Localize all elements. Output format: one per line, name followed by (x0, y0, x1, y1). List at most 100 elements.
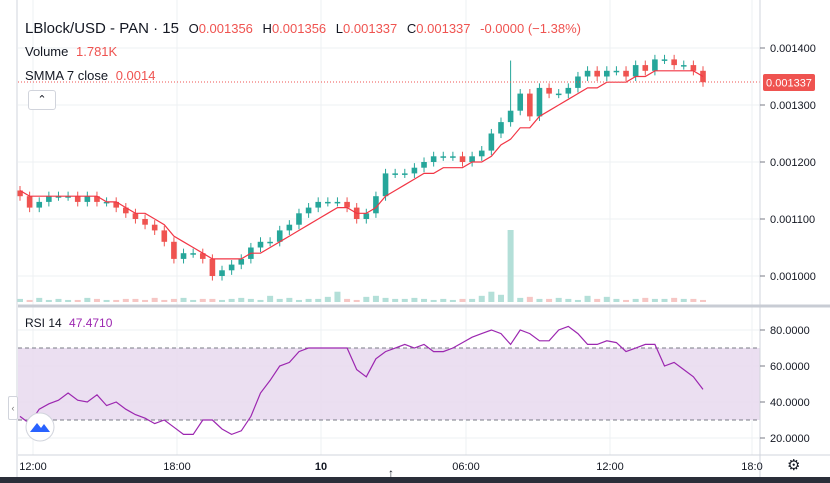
candle-body (363, 213, 370, 219)
volume-bar (257, 299, 264, 302)
candle-body (632, 65, 639, 77)
close-label: C (406, 21, 417, 36)
volume-bar (199, 298, 206, 302)
candle-body (536, 87, 543, 117)
time-tick-label: 12:00 (596, 461, 624, 473)
low-value: 0.001337 (343, 21, 398, 36)
candle-body (546, 87, 552, 94)
candle-body (575, 76, 581, 88)
volume-bar (574, 299, 581, 302)
candle-body (430, 156, 437, 162)
candle-layer (17, 54, 706, 281)
candle-body (488, 133, 495, 151)
candle-body (344, 201, 350, 208)
volume-bar (170, 298, 177, 302)
volume-bar (228, 298, 235, 302)
candle-body (132, 213, 139, 219)
symbol-title[interactable]: LBlock/USD - PAN · 15 (25, 20, 179, 37)
volume-bar (238, 297, 245, 302)
volume-bar (353, 299, 360, 302)
volume-label: Volume (25, 44, 69, 59)
candle-body (392, 173, 398, 175)
volume-bar (632, 298, 639, 302)
volume-bar (488, 291, 495, 302)
candle-body (228, 264, 235, 271)
candle-body (411, 167, 418, 174)
price-tick-label: 0.001000 (770, 271, 816, 283)
candle-body (623, 70, 629, 77)
candle-body (26, 196, 33, 208)
volume-bar (421, 298, 428, 302)
price-tick-label: 0.001300 (770, 100, 816, 112)
candle-body (161, 230, 168, 242)
tv-logo-icon[interactable] (25, 412, 55, 442)
settings-gear-icon[interactable]: ⚙ (787, 457, 801, 474)
candle-body (373, 196, 379, 214)
collapse-legend-button[interactable]: ⌃ (28, 90, 56, 110)
volume-bar (315, 298, 322, 302)
candle-body (680, 65, 687, 67)
volume-bar (372, 295, 379, 302)
volume-bar (276, 298, 283, 302)
time-tick-label: 12:00 (19, 461, 47, 473)
candle-body (171, 241, 177, 259)
candle-body (209, 258, 216, 276)
volume-bar (449, 299, 456, 302)
volume-bar (180, 297, 187, 302)
candle-body (276, 230, 283, 242)
volume-bar (555, 297, 562, 302)
candle-body (690, 65, 697, 71)
volume-bar (151, 297, 158, 302)
open-value: 0.001356 (198, 21, 253, 36)
candle-body (661, 59, 668, 61)
volume-bar (36, 297, 43, 302)
volume-bar (363, 296, 370, 302)
high-label: H (262, 21, 272, 36)
candle-body (55, 196, 62, 198)
time-tick-label: 10 (315, 461, 327, 473)
scroll-up-arrow-icon[interactable]: ↑ (388, 466, 394, 480)
volume-bar (74, 299, 81, 302)
volume-bar (603, 296, 610, 302)
time-axis: 12:00 18:00 10 06:00 12:00 18:0 (19, 461, 762, 473)
left-panel-handle[interactable]: ‹ (8, 396, 18, 420)
volume-bar (55, 298, 62, 302)
candle-body (267, 241, 273, 244)
candle-body (315, 201, 322, 208)
candle-body (325, 201, 331, 204)
change-value: -0.0000 (−1.38%) (480, 21, 581, 36)
volume-bar (286, 297, 293, 302)
candle-body (65, 196, 71, 198)
volume-bar (536, 298, 543, 302)
ohlc-legend: LBlock/USD - PAN · 15 O0.001356 H0.00135… (25, 20, 581, 37)
open-label: O (188, 21, 199, 36)
volume-bar (382, 297, 389, 302)
volume-bar (219, 299, 226, 302)
candle-body (642, 65, 649, 71)
volume-bar (497, 294, 504, 302)
volume-bar (584, 295, 591, 302)
volume-bar (642, 297, 649, 302)
candle-body (594, 70, 600, 77)
last-price-label: 0.001337 (766, 78, 812, 90)
candle-body (286, 224, 293, 231)
price-tick-label: 0.001100 (770, 214, 815, 226)
candle-body (238, 258, 245, 265)
rsi-legend[interactable]: RSI 14 47.4710 (25, 316, 112, 330)
candle-body (671, 59, 677, 66)
candle-body (94, 196, 100, 202)
candle-body (401, 173, 408, 175)
smma-legend[interactable]: SMMA 7 close 0.0014 (25, 68, 155, 83)
volume-legend[interactable]: Volume 1.781K (25, 44, 117, 59)
rsi-tick-label: 20.0000 (770, 433, 810, 445)
volume-bar (305, 298, 312, 302)
candle-body (527, 93, 533, 117)
candle-body (103, 201, 110, 204)
candle-body (469, 156, 475, 162)
candle-body (84, 196, 91, 202)
volume-bar (430, 299, 437, 302)
candle-body (565, 87, 572, 94)
volume-bar (26, 299, 33, 302)
candle-body (190, 253, 196, 255)
